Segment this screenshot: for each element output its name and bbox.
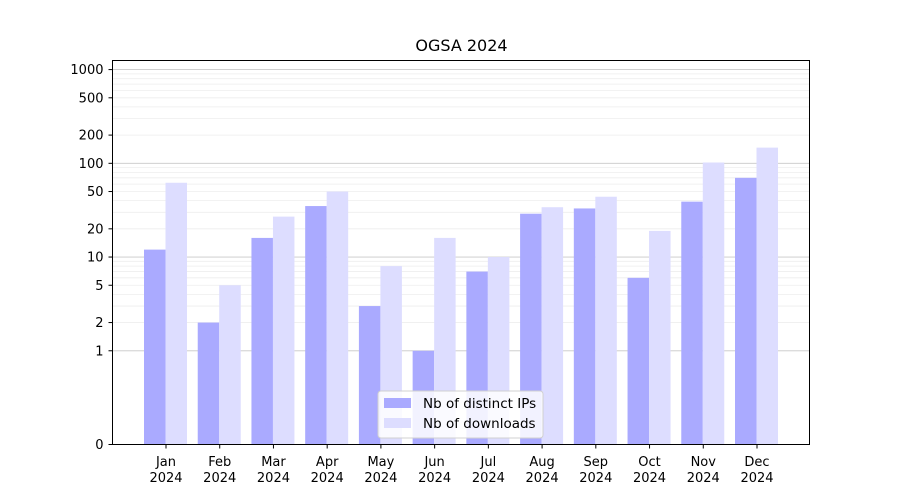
x-tick-label: Dec 2024 <box>740 455 773 486</box>
x-tick-label: Jan 2024 <box>149 455 182 486</box>
x-tick-label: May 2024 <box>364 455 397 486</box>
y-tick-label: 2 <box>95 316 103 331</box>
x-tick-label: Aug 2024 <box>526 455 559 486</box>
bar <box>326 191 349 445</box>
x-tick-label: Mar 2024 <box>257 455 290 486</box>
legend-swatch <box>384 398 411 408</box>
bar <box>595 196 617 445</box>
x-tick-label: Apr 2024 <box>311 455 344 486</box>
bar <box>702 162 725 445</box>
y-tick-label: 20 <box>87 222 104 237</box>
bar <box>144 249 166 445</box>
bar <box>520 213 542 445</box>
x-tick-label: Feb 2024 <box>203 455 236 486</box>
bar <box>165 182 187 445</box>
y-tick-label: 1000 <box>70 63 103 78</box>
x-tick-label: Nov 2024 <box>687 455 720 486</box>
bar <box>219 285 241 445</box>
bar <box>681 201 703 445</box>
x-tick-label: Jun 2024 <box>418 455 451 486</box>
plot-area-frame <box>112 60 810 445</box>
bar <box>197 322 220 445</box>
legend: Nb of distinct IPs Nb of downloads <box>377 390 544 439</box>
legend-swatch <box>384 418 411 428</box>
bar <box>649 230 671 445</box>
bar <box>272 216 295 445</box>
x-tick-label: Sep 2024 <box>579 455 612 486</box>
bar <box>627 277 650 445</box>
y-tick-label: 500 <box>79 91 104 106</box>
bar <box>305 206 327 445</box>
bar <box>756 147 778 445</box>
x-axis: Jan 2024 Feb 2024 Mar 2024 Apr 2024 May 2024 Jun 20… <box>149 444 774 486</box>
legend-label: Nb of downloads <box>423 416 536 432</box>
legend-label: Nb of distinct IPs <box>423 396 536 412</box>
bar <box>358 306 381 445</box>
y-tick-label: 200 <box>79 129 104 144</box>
y-tick-label: 5 <box>95 279 103 294</box>
bar <box>735 177 757 445</box>
y-tick-label: 1 <box>95 344 103 359</box>
gridlines <box>112 69 810 352</box>
x-tick-label: Oct 2024 <box>633 455 666 486</box>
bar <box>251 237 273 445</box>
bar <box>541 207 564 445</box>
y-tick-label: 50 <box>87 185 104 200</box>
x-tick-label: Jul 2024 <box>472 455 505 486</box>
chart-title: OGSA 2024 <box>415 36 507 55</box>
y-tick-label: 0 <box>95 438 103 453</box>
y-tick-label: 10 <box>87 251 104 266</box>
y-axis: 0 1 2 5 10 20 50 100 200 500 1000 <box>70 63 113 453</box>
legend-frame <box>377 390 544 439</box>
bar <box>573 208 596 445</box>
y-tick-label: 100 <box>79 157 104 172</box>
